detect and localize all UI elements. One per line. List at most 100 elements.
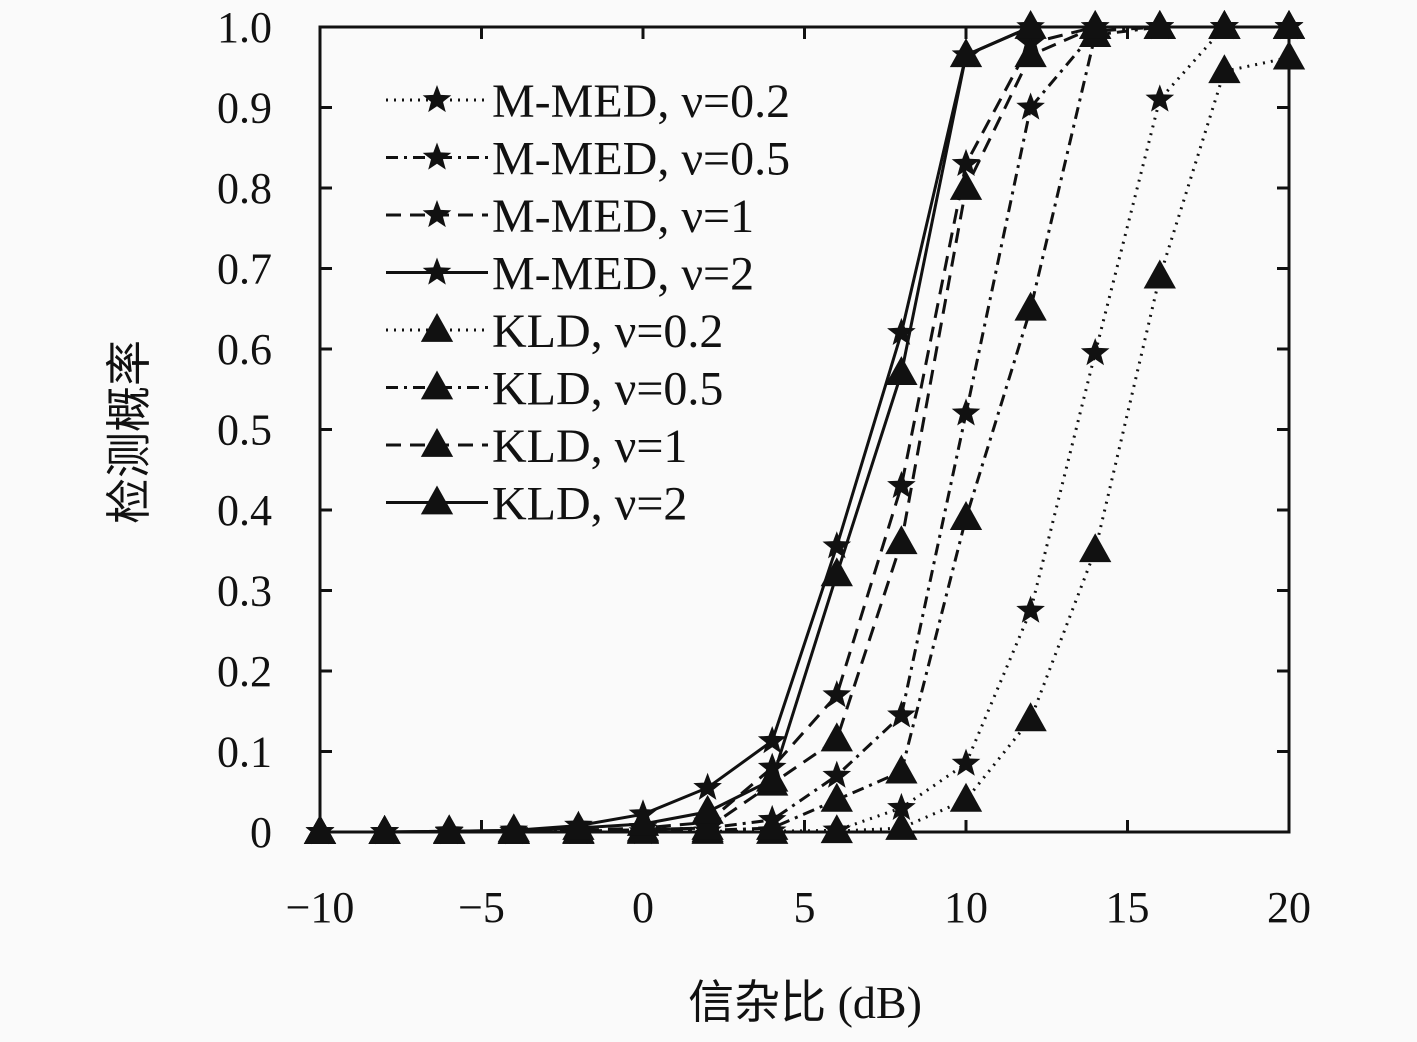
data-point: [1143, 259, 1176, 289]
y-tick-label: 0.5: [217, 406, 272, 455]
legend-item: M-MED, ν=0.5: [386, 133, 790, 186]
data-point: [885, 356, 918, 386]
legend-marker: [422, 85, 452, 113]
y-tick-label: 0.1: [217, 728, 272, 777]
y-tick-label: 0.2: [217, 647, 272, 696]
data-point: [433, 814, 466, 844]
data-point: [951, 748, 981, 776]
data-point: [885, 810, 918, 840]
x-axis-label: 信杂比 (dB): [688, 977, 922, 1028]
data-point: [1272, 10, 1306, 39]
series-1: [305, 12, 1304, 845]
legend-label: KLD, ν=2: [492, 478, 687, 531]
data-point: [1143, 10, 1176, 39]
legend-item: M-MED, ν=1: [386, 190, 754, 243]
legend-marker: [422, 257, 452, 285]
data-point: [1079, 10, 1112, 39]
legend-marker: [422, 200, 452, 228]
legend-label: KLD, ν=0.5: [492, 363, 723, 416]
legend-marker: [420, 428, 454, 457]
data-point: [368, 815, 401, 844]
data-point: [1079, 533, 1112, 563]
data-point: [1208, 54, 1241, 84]
data-point: [885, 754, 918, 784]
data-point: [949, 38, 983, 68]
y-axis-label: 检测概率: [104, 340, 155, 524]
legend-item: KLD, ν=1: [386, 420, 687, 473]
y-tick-label: 0.9: [217, 84, 272, 133]
series-4: [303, 40, 1306, 844]
legend-label: M-MED, ν=0.2: [492, 75, 790, 128]
data-point: [1016, 595, 1045, 623]
legend-marker: [422, 142, 452, 170]
data-point: [497, 813, 530, 843]
legend-item: M-MED, ν=0.2: [386, 75, 790, 128]
legend: M-MED, ν=0.2M-MED, ν=0.5M-MED, ν=1M-MED,…: [386, 75, 790, 531]
legend-marker: [420, 485, 454, 515]
series-7: [303, 10, 1306, 844]
plot-frame: [318, 25, 1291, 834]
data-point: [887, 792, 916, 820]
y-tick-label: 0: [250, 808, 272, 857]
series-line: [320, 25, 1289, 834]
series-line: [320, 25, 1289, 834]
x-tick-label: 0: [632, 883, 654, 932]
x-tick-label: 5: [794, 883, 816, 932]
y-tick-label: 0.8: [217, 164, 272, 213]
x-tick-label: 10: [944, 883, 988, 932]
data-point: [887, 317, 916, 345]
legend-marker: [420, 370, 454, 400]
data-point: [887, 700, 916, 728]
legend-label: M-MED, ν=1: [492, 190, 754, 243]
legend-marker: [420, 313, 454, 342]
x-tick-label: 15: [1106, 883, 1150, 932]
data-point: [1014, 10, 1047, 39]
data-point: [691, 794, 724, 824]
y-tick-label: 0.4: [217, 486, 272, 535]
y-tick-label: 0.3: [217, 567, 272, 616]
data-point: [822, 760, 852, 788]
x-tick-label: −10: [286, 883, 355, 932]
data-point: [1080, 338, 1110, 366]
data-point: [885, 525, 918, 555]
data-point: [822, 680, 852, 708]
legend-label: M-MED, ν=0.5: [492, 133, 790, 186]
data-point: [1145, 84, 1175, 112]
data-point: [820, 557, 853, 587]
data-point: [822, 531, 852, 559]
data-point: [820, 722, 853, 752]
legend-item: M-MED, ν=2: [386, 248, 754, 301]
data-point: [757, 726, 787, 754]
legend-label: KLD, ν=1: [492, 420, 687, 473]
series-line: [320, 25, 1289, 834]
data-point: [820, 814, 853, 844]
legend-item: KLD, ν=2: [386, 478, 687, 531]
series-line: [320, 25, 1289, 834]
data-point: [1014, 291, 1047, 321]
y-tick-label: 0.7: [217, 245, 272, 294]
data-point: [1014, 38, 1047, 68]
x-tick-label: −5: [458, 883, 505, 932]
series-line: [320, 25, 1289, 834]
series-5: [303, 10, 1306, 844]
data-point: [820, 782, 853, 812]
data-point: [1016, 92, 1045, 120]
legend-label: M-MED, ν=2: [492, 248, 754, 301]
data-point: [1014, 702, 1047, 732]
data-point: [949, 501, 983, 530]
data-point: [951, 148, 981, 176]
series-line: [320, 25, 1289, 834]
data-point: [887, 470, 916, 498]
x-tick-label: 20: [1267, 883, 1311, 932]
series-6: [303, 10, 1306, 844]
series-layer: [303, 10, 1306, 845]
ticks-layer: −10 −5 0 5 10 15 20 0 0.1 0.2 0.3 0.4 0.5 0.6 0.7 0.8 0.…: [217, 3, 1311, 932]
legend-item: KLD, ν=0.5: [386, 363, 723, 416]
data-point: [949, 782, 983, 812]
y-tick-label: 1.0: [217, 3, 272, 52]
legend-item: KLD, ν=0.2: [386, 305, 723, 358]
legend-label: KLD, ν=0.2: [492, 305, 723, 358]
series-3: [305, 12, 1304, 845]
y-tick-label: 0.6: [217, 325, 272, 374]
